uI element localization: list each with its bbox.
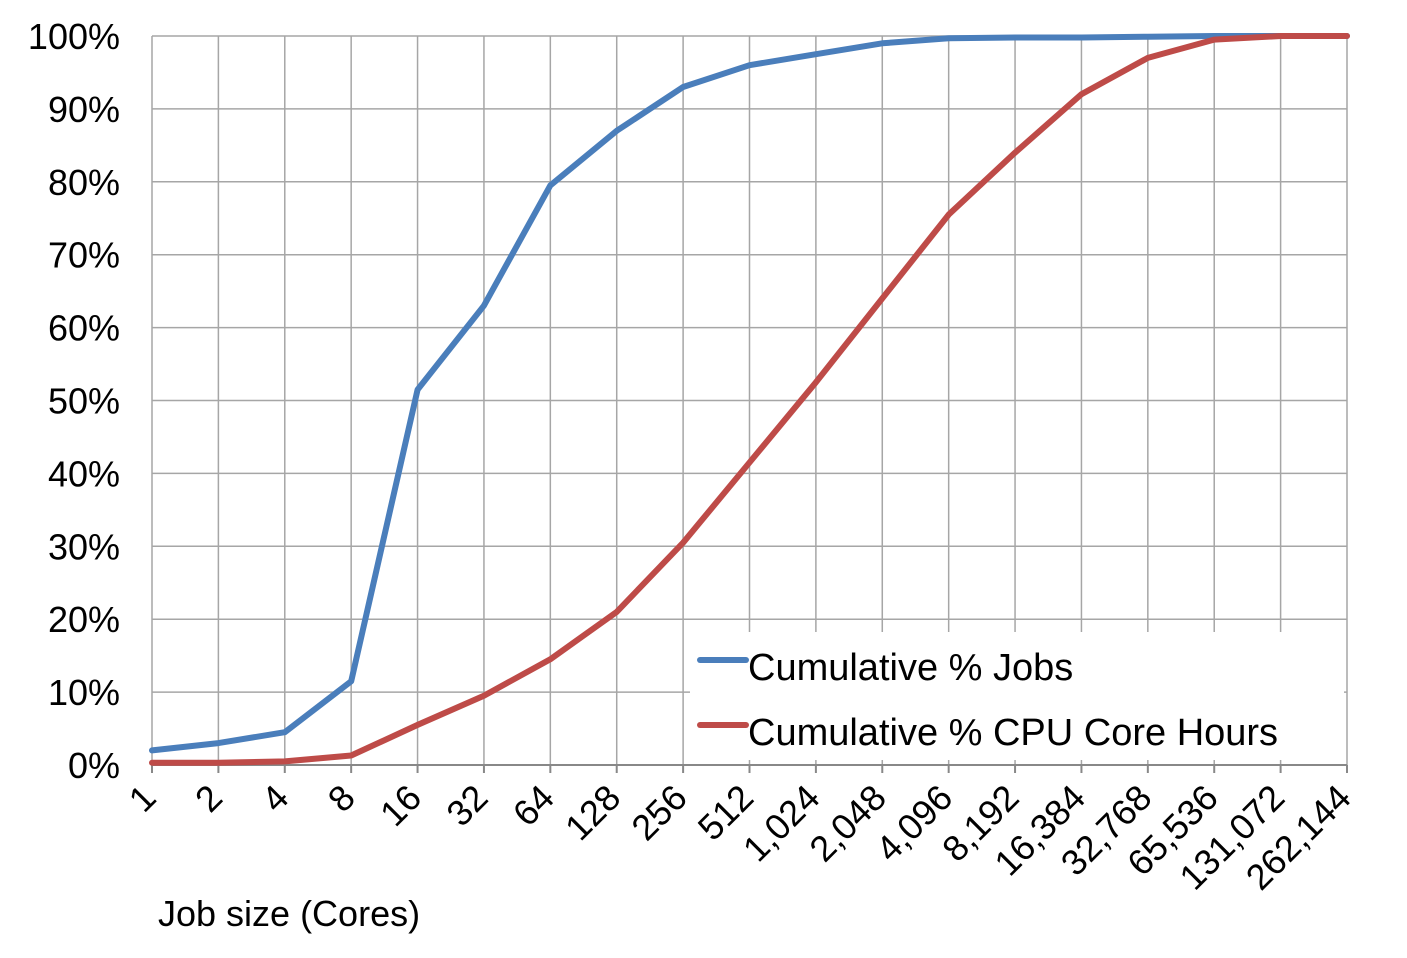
x-tick-label: 1,024 — [735, 777, 828, 870]
x-tick-label: 16 — [372, 777, 429, 834]
y-tick-label: 10% — [48, 672, 120, 713]
x-tick-label: 4,096 — [868, 777, 961, 870]
x-tick-label: 32 — [438, 777, 495, 834]
y-tick-label: 30% — [48, 526, 120, 567]
y-tick-label: 0% — [68, 745, 120, 786]
y-tick-label: 80% — [48, 162, 120, 203]
series-line-1 — [149, 33, 1350, 766]
y-tick-label: 90% — [48, 89, 120, 130]
x-tick-label: 1 — [121, 777, 164, 820]
x-tick-label: 2 — [187, 777, 230, 820]
y-tick-label: 60% — [48, 308, 120, 349]
x-axis-title: Job size (Cores) — [158, 893, 420, 934]
series-lines — [149, 33, 1350, 766]
y-axis-tick-labels: 0% 10% 20% 30% 40% 50% 60% 70% 80% 90% 100% — [28, 16, 120, 786]
y-tick-label: 20% — [48, 599, 120, 640]
x-tick-label: 64 — [505, 777, 562, 834]
legend: Cumulative % Jobs Cumulative % CPU Core … — [690, 632, 1344, 760]
y-tick-label: 100% — [28, 16, 120, 57]
legend-label-jobs: Cumulative % Jobs — [748, 647, 1073, 689]
legend-label-cpu-core-hours: Cumulative % CPU Core Hours — [748, 712, 1278, 754]
y-tick-label: 70% — [48, 235, 120, 276]
legend-box — [690, 632, 1344, 760]
axes — [151, 764, 1348, 773]
x-tick-label: 4 — [253, 777, 296, 820]
x-tick-label: 2,048 — [801, 777, 894, 870]
y-tick-label: 50% — [48, 381, 120, 422]
x-tick-label: 8 — [320, 777, 363, 820]
x-axis-tick-labels: 1 2 4 8 16 32 641282565121,0242,0484,0968,1921… — [121, 777, 1359, 898]
y-tick-label: 40% — [48, 453, 120, 494]
x-tick-label: 128 — [557, 777, 628, 848]
series-line-0 — [149, 33, 1350, 754]
x-tick-label: 256 — [623, 777, 694, 848]
